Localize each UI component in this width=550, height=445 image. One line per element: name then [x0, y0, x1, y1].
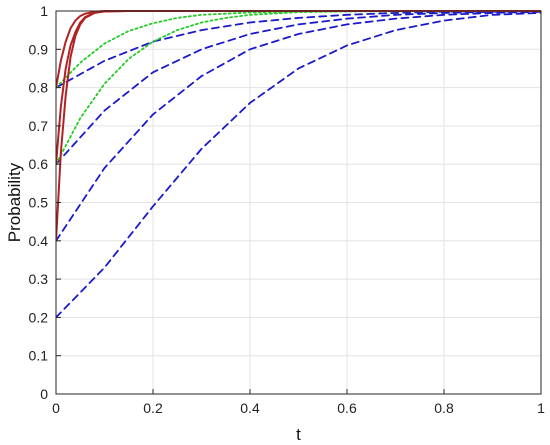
x-tick-label: 0: [52, 400, 60, 416]
y-tick-label: 0.3: [29, 271, 49, 287]
series-line-dashed: [56, 10, 541, 166]
y-tick-label: 0.5: [29, 195, 49, 211]
series-line-dashed: [56, 10, 541, 89]
y-tick-label: 0.4: [29, 233, 49, 249]
y-tick-label: 0.2: [29, 309, 49, 325]
tick-labels: 0 0.2 0.4 0.6 0.8 1 0 0.1 0.2 0.3 0.4 0.5 0.6 0.7 0.8 0…: [29, 3, 546, 416]
y-axis-label: Probability: [5, 162, 24, 242]
y-tick-label: 0: [40, 386, 48, 402]
x-tick-label: 0.8: [434, 400, 454, 416]
series-line-dashed: [56, 10, 541, 242]
y-tick-label: 0.1: [29, 348, 49, 364]
y-tick-label: 0.7: [29, 118, 49, 134]
y-tick-label: 1: [40, 3, 48, 19]
y-tick-label: 0.9: [29, 41, 49, 57]
y-tick-label: 0.8: [29, 80, 49, 96]
x-tick-label: 0.4: [240, 400, 260, 416]
series-line-dashed: [56, 12, 541, 319]
x-tick-label: 0.2: [143, 400, 163, 416]
x-tick-label: 1: [537, 400, 545, 416]
x-tick-label: 0.6: [337, 400, 357, 416]
series-line-dotted: [56, 10, 541, 166]
y-tick-label: 0.6: [29, 156, 49, 172]
x-axis-label: t: [296, 425, 301, 444]
